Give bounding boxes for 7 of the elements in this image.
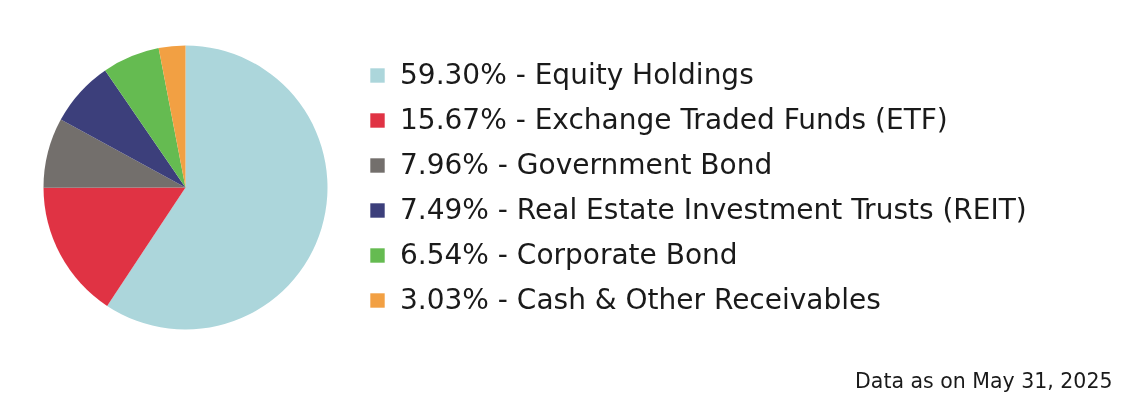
legend-label: 59.30% - Equity Holdings	[400, 58, 754, 91]
legend-label: 6.54% - Corporate Bond	[400, 238, 738, 271]
legend-label: 7.49% - Real Estate Investment Trusts (REIT)	[400, 193, 1027, 226]
legend-label: 15.67% - Exchange Traded Funds (ETF)	[400, 103, 948, 136]
legend-label: 7.96% - Government Bond	[400, 148, 773, 181]
text: Data as on May 31, 2025	[855, 368, 1113, 393]
legend-label: 3.03% - Cash & Other Receivables	[400, 283, 881, 316]
